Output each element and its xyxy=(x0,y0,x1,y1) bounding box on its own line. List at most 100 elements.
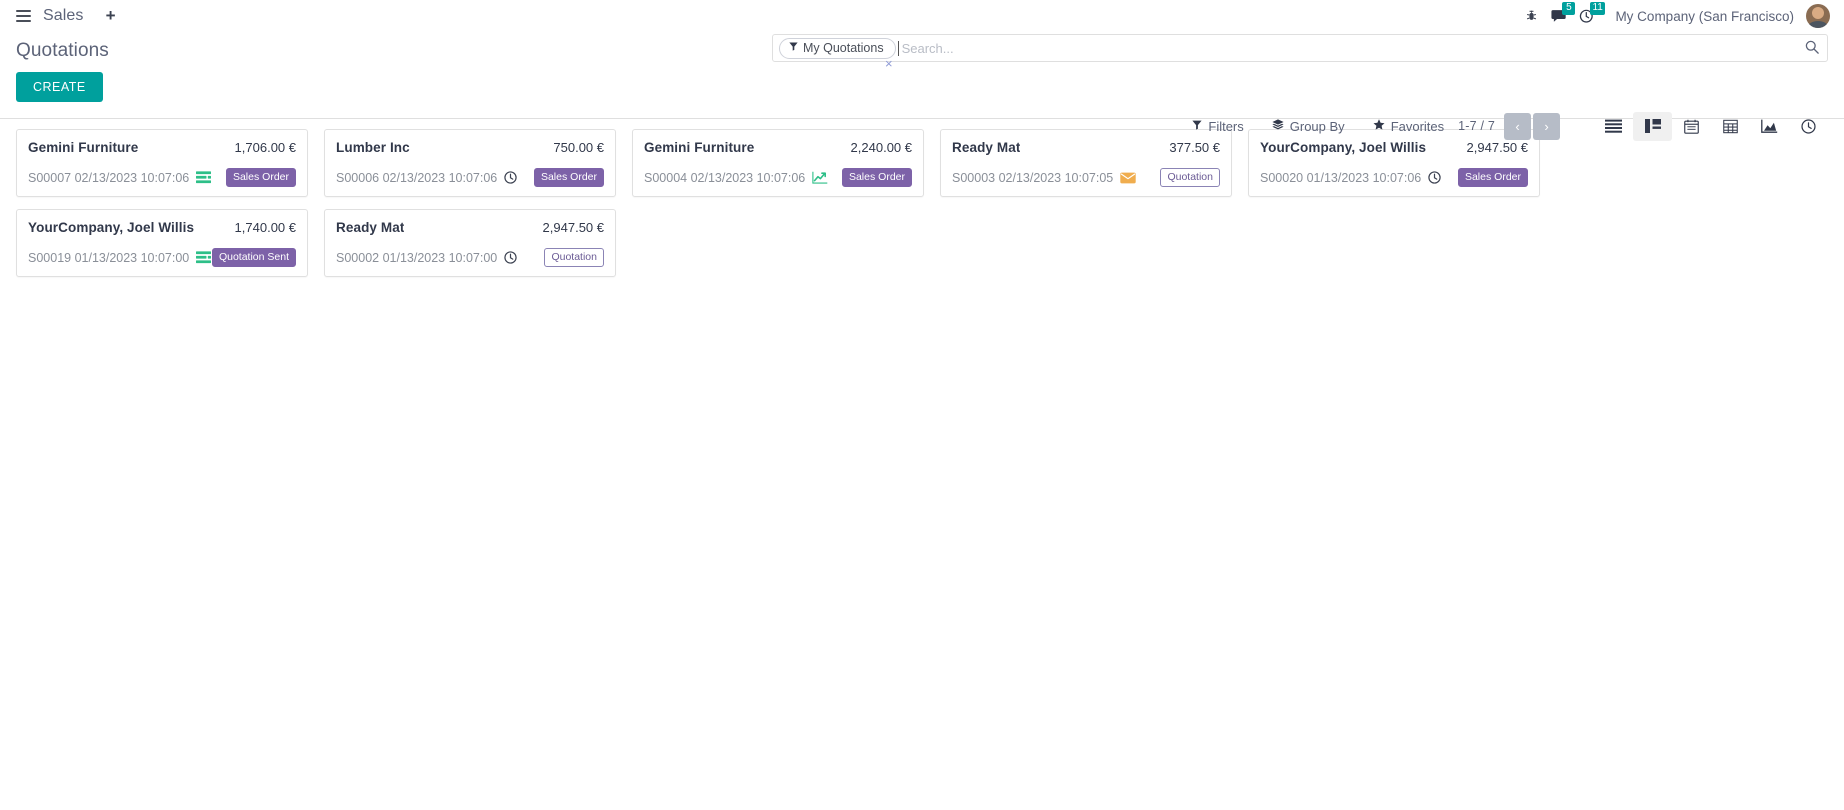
group-by-menu[interactable]: Group By xyxy=(1258,115,1359,138)
kanban-card[interactable]: Gemini Furniture 2,240.00 € S00004 02/13… xyxy=(632,129,924,197)
pager-and-views: 1-7 / 7 ‹ › xyxy=(1458,111,1828,141)
create-button[interactable]: CREATE xyxy=(16,72,103,102)
kanban-card-amount: 377.50 € xyxy=(1169,140,1220,155)
bug-icon[interactable] xyxy=(1517,0,1545,32)
new-tab-plus-icon[interactable]: + xyxy=(105,6,116,25)
kanban-card[interactable]: Lumber Inc 750.00 € S00006 02/13/2023 10… xyxy=(324,129,616,197)
kanban-card-meta: S00020 01/13/2023 10:07:06 xyxy=(1260,171,1441,185)
kanban-card-partner: Gemini Furniture xyxy=(644,140,755,155)
kanban-board: Gemini Furniture 1,706.00 € S00007 02/13… xyxy=(0,119,1844,809)
filter-funnel-icon xyxy=(789,42,798,54)
kanban-card-partner: Gemini Furniture xyxy=(28,140,139,155)
kanban-card-footer: S00019 01/13/2023 10:07:00 Quotation Sen… xyxy=(28,248,296,267)
orange-envelope-activity-icon[interactable] xyxy=(1120,172,1136,184)
remove-facet-icon[interactable]: × xyxy=(885,56,893,71)
green-list-activity-icon[interactable] xyxy=(196,251,212,264)
group-by-label: Group By xyxy=(1289,118,1345,134)
kanban-card-partner: Ready Mat xyxy=(952,140,1021,155)
kanban-card-amount: 2,947.50 € xyxy=(1466,140,1528,155)
control-panel: Quotations CREATE My Quotations xyxy=(0,32,1844,141)
search-bar[interactable]: My Quotations xyxy=(772,34,1828,62)
clock-activity-icon[interactable] xyxy=(504,171,517,184)
top-navbar: Sales + 5 11 xyxy=(0,0,1844,32)
kanban-card-partner: Lumber Inc xyxy=(336,140,410,155)
calendar-view-icon[interactable] xyxy=(1672,112,1711,141)
company-menu[interactable]: My Company (San Francisco) xyxy=(1615,8,1794,24)
kanban-card-header: Gemini Furniture 1,706.00 € xyxy=(28,140,296,155)
kanban-card-reference: S00006 02/13/2023 10:07:06 xyxy=(336,170,498,185)
kanban-card-header: YourCompany, Joel Willis 1,740.00 € xyxy=(28,220,296,235)
kanban-card-amount: 1,706.00 € xyxy=(234,140,296,155)
status-badge: Sales Order xyxy=(841,168,912,187)
kanban-card-amount: 750.00 € xyxy=(553,140,604,155)
messages-badge: 5 xyxy=(1562,2,1576,15)
kanban-card-reference: S00004 02/13/2023 10:07:06 xyxy=(644,170,806,185)
status-badge: Quotation Sent xyxy=(211,248,296,267)
search-dropdown-menus: Filters Group By Favorit xyxy=(1172,115,1458,138)
status-badge: Sales Order xyxy=(533,168,604,187)
pager-next-button[interactable]: › xyxy=(1533,112,1560,140)
kanban-card-footer: S00004 02/13/2023 10:07:06 Sales Order xyxy=(644,168,912,187)
messages-icon[interactable]: 5 xyxy=(1545,0,1576,32)
search-facet-label: My Quotations xyxy=(803,41,884,55)
kanban-card-partner: Ready Mat xyxy=(336,220,405,235)
kanban-card-amount: 2,947.50 € xyxy=(542,220,604,235)
list-view-icon[interactable] xyxy=(1594,112,1633,141)
search-facet-my-quotations[interactable]: My Quotations xyxy=(779,37,896,59)
green-list-activity-icon[interactable] xyxy=(196,171,212,184)
layers-icon xyxy=(1272,119,1284,133)
kanban-card-reference: S00003 02/13/2023 10:07:05 xyxy=(952,170,1114,185)
view-switcher xyxy=(1594,111,1828,141)
pivot-view-icon[interactable] xyxy=(1711,112,1750,141)
kanban-card-reference: S00020 01/13/2023 10:07:06 xyxy=(1260,170,1422,185)
kanban-card-header: YourCompany, Joel Willis 2,947.50 € xyxy=(1260,140,1528,155)
activity-view-icon[interactable] xyxy=(1789,112,1828,141)
control-panel-top-row: Quotations CREATE My Quotations xyxy=(16,32,1828,102)
status-badge: Quotation xyxy=(1160,168,1220,187)
kanban-card-footer: S00003 02/13/2023 10:07:05 Quotation xyxy=(952,168,1220,187)
kanban-view-icon[interactable] xyxy=(1633,111,1672,141)
app-name-sales[interactable]: Sales xyxy=(43,7,84,24)
kanban-card-meta: S00004 02/13/2023 10:07:06 xyxy=(644,171,828,185)
search-text-cursor xyxy=(897,40,899,56)
green-trending-up-activity-icon[interactable] xyxy=(812,171,828,184)
kanban-card-meta: S00006 02/13/2023 10:07:06 xyxy=(336,171,517,185)
hamburger-icon[interactable] xyxy=(8,1,38,31)
clock-activity-icon[interactable] xyxy=(1428,171,1441,184)
search-icon[interactable] xyxy=(1805,40,1819,57)
favorites-menu[interactable]: Favorites xyxy=(1359,115,1458,138)
clock-activity-icon[interactable] xyxy=(504,251,517,264)
kanban-card[interactable]: YourCompany, Joel Willis 2,947.50 € S000… xyxy=(1248,129,1540,197)
user-avatar[interactable] xyxy=(1806,4,1830,28)
graph-view-icon[interactable] xyxy=(1750,112,1789,141)
pager-previous-button[interactable]: ‹ xyxy=(1504,112,1531,140)
kanban-card-meta: S00007 02/13/2023 10:07:06 xyxy=(28,171,212,185)
kanban-card-footer: S00002 01/13/2023 10:07:00 Quotation xyxy=(336,248,604,267)
breadcrumb: Quotations xyxy=(16,40,109,61)
pager-buttons: ‹ › xyxy=(1504,112,1560,140)
kanban-card-partner: YourCompany, Joel Willis xyxy=(28,220,195,235)
search-input[interactable] xyxy=(898,39,1797,57)
kanban-card-header: Ready Mat 377.50 € xyxy=(952,140,1220,155)
favorites-label: Favorites xyxy=(1390,118,1445,134)
kanban-card-header: Lumber Inc 750.00 € xyxy=(336,140,604,155)
kanban-card-amount: 2,240.00 € xyxy=(850,140,912,155)
kanban-card-footer: S00006 02/13/2023 10:07:06 Sales Order xyxy=(336,168,604,187)
kanban-card-meta: S00019 01/13/2023 10:07:00 xyxy=(28,251,212,265)
kanban-card[interactable]: Gemini Furniture 1,706.00 € S00007 02/13… xyxy=(16,129,308,197)
status-badge: Quotation xyxy=(544,248,604,267)
control-panel-bottom-row: Filters Group By Favorit xyxy=(16,111,1828,141)
star-icon xyxy=(1373,119,1385,133)
kanban-card-amount: 1,740.00 € xyxy=(234,220,296,235)
kanban-card-header: Gemini Furniture 2,240.00 € xyxy=(644,140,912,155)
funnel-icon xyxy=(1192,120,1202,133)
kanban-card[interactable]: YourCompany, Joel Willis 1,740.00 € S000… xyxy=(16,209,308,277)
filters-menu[interactable]: Filters xyxy=(1178,115,1257,138)
pager-counter: 1-7 / 7 xyxy=(1458,119,1495,133)
filters-label: Filters xyxy=(1208,118,1244,134)
kanban-card[interactable]: Ready Mat 377.50 € S00003 02/13/2023 10:… xyxy=(940,129,1232,197)
kanban-card[interactable]: Ready Mat 2,947.50 € S00002 01/13/2023 1… xyxy=(324,209,616,277)
navbar-right: 5 11 My Company (San Francisco) xyxy=(1517,0,1830,32)
activities-clock-icon[interactable]: 11 xyxy=(1573,0,1605,32)
control-panel-right: My Quotations × xyxy=(772,32,1828,70)
